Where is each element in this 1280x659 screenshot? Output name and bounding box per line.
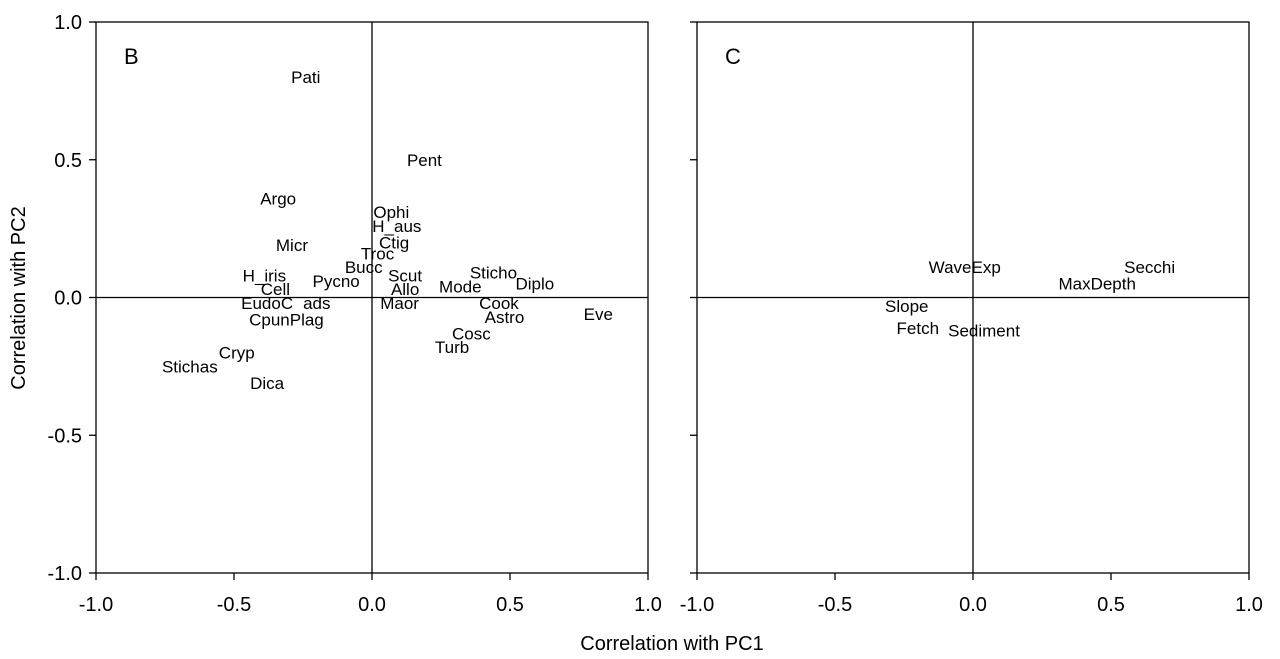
point-label: Bucc [345,258,383,277]
point-label: Cook [479,294,519,313]
point-label: Troc [361,244,395,263]
y-tick-label: -1.0 [48,563,82,585]
point-label: Diplo [515,275,554,294]
point-label: Astro [485,308,525,327]
panel-b: -1.0 -0.5 0.0 0.5 1.0 -1.0 -0.5 0.0 0.5 1.0 B Pati P… [48,12,662,616]
y-axis-title: Correlation with PC2 [8,206,30,389]
point-label: Cosc [452,324,491,343]
x-tick-label: 0.5 [496,594,524,616]
point-label: Cryp [219,344,255,363]
x-tick-label: -1.0 [79,594,113,616]
point-label: Allo [391,280,419,299]
point-label: Dica [250,374,285,393]
y-tick-label: 1.0 [54,12,82,34]
point-label: ads [303,294,330,313]
panel-label: B [124,44,139,69]
point-label: Pycno [312,272,359,291]
point-label: EudoC [241,294,293,313]
y-tick-label: -0.5 [48,425,82,447]
point-label: Stichas [162,357,218,376]
point-label: Eve [584,305,613,324]
x-tick-label: -1.0 [680,594,714,616]
point-label: CpunPlag [249,311,324,330]
y-tick-label: 0.5 [54,150,82,172]
point-label: Turb [435,338,469,357]
point-label: Secchi [1124,258,1175,277]
y-tick-label: 0.0 [54,288,82,310]
x-tick-label: -0.5 [818,594,852,616]
point-label: Cell [261,280,290,299]
point-label: Mode [439,277,482,296]
point-label: WaveExp [929,258,1001,277]
point-label: H_iris [243,266,286,285]
point-label: MaxDepth [1058,275,1135,294]
point-label: H_aus [372,217,421,236]
point-label: Scut [388,266,422,285]
point-label: Micr [276,236,308,255]
point-label: Ctig [379,233,409,252]
point-label: Sticho [470,264,517,283]
point-label: Ophi [373,203,409,222]
point-label: Fetch [897,319,940,338]
point-label: Pent [407,151,442,170]
x-tick-label: 1.0 [1235,594,1263,616]
x-tick-label: 0.0 [959,594,987,616]
panel-label: C [725,44,741,69]
x-tick-label: 0.5 [1097,594,1125,616]
x-axis-title: Correlation with PC1 [580,633,763,655]
x-tick-label: 0.0 [358,594,386,616]
point-label: Maor [380,294,419,313]
x-tick-label: -0.5 [217,594,251,616]
point-label: Sediment [948,322,1020,341]
point-label: Slope [885,297,928,316]
point-label: Argo [260,189,296,208]
point-label: Pati [291,68,320,87]
x-tick-label: 1.0 [634,594,662,616]
